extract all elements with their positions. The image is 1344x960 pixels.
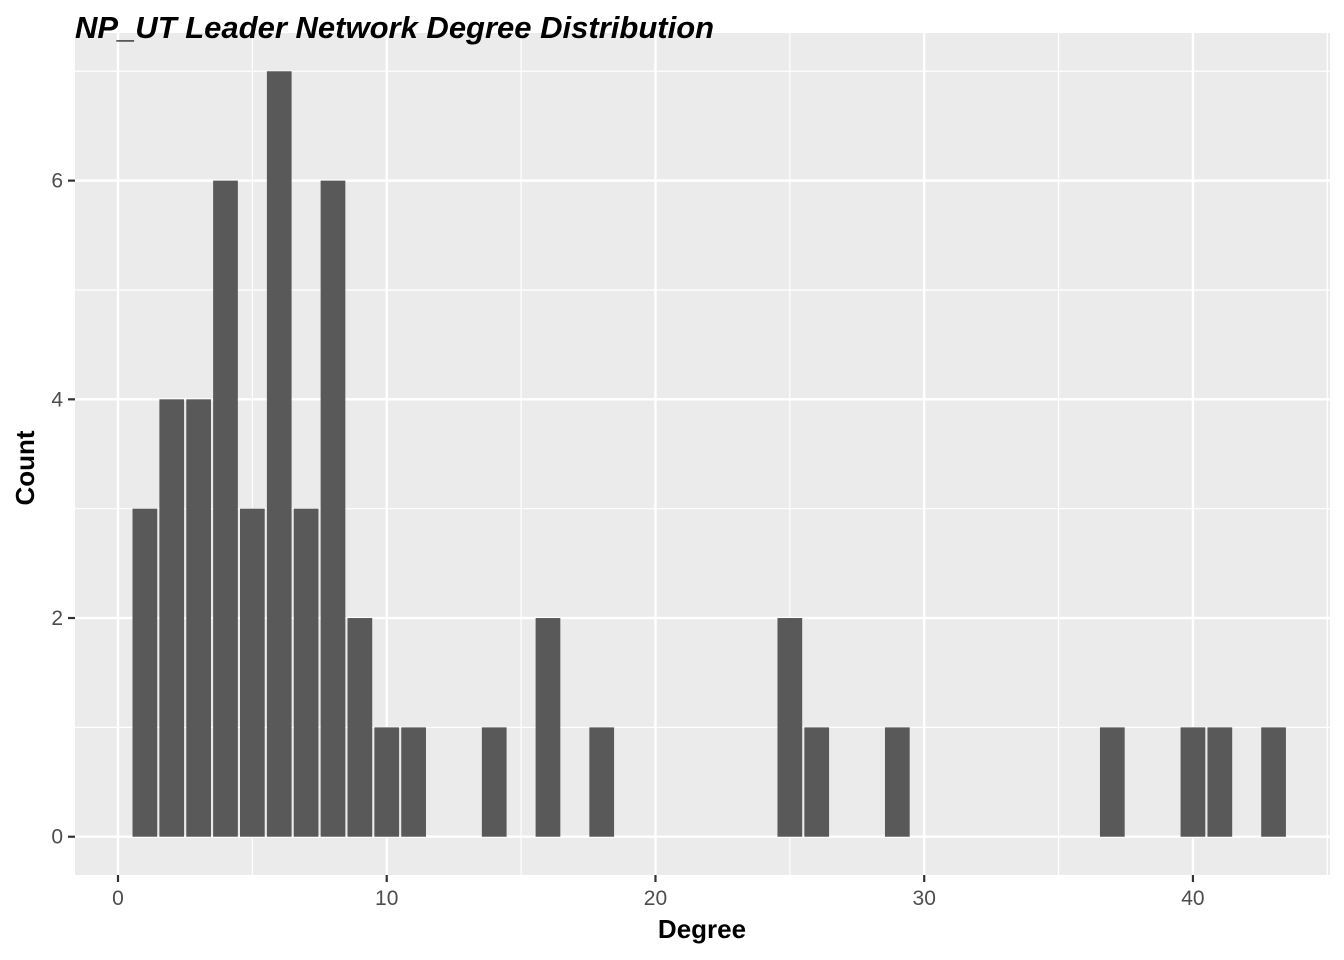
x-axis-title: Degree (658, 914, 746, 944)
bar (293, 508, 319, 837)
bar (884, 727, 910, 837)
y-axis-ticks: 0 2 4 6 (51, 170, 75, 849)
bar (266, 71, 292, 837)
x-axis-ticks: 0 10 20 30 40 (112, 875, 1205, 910)
y-tick-label: 2 (51, 607, 63, 630)
histogram-bars (132, 71, 1286, 837)
bar (1207, 727, 1233, 837)
bar (186, 399, 211, 837)
bar (347, 618, 373, 837)
x-tick-label: 20 (644, 887, 667, 910)
bar (401, 727, 426, 837)
bar (1180, 727, 1206, 837)
bar (481, 727, 507, 837)
y-tick-label: 6 (51, 170, 63, 193)
x-tick-label: 40 (1181, 887, 1204, 910)
bar (589, 727, 615, 837)
y-tick-label: 0 (51, 826, 63, 849)
bar (213, 180, 238, 837)
bar (804, 727, 830, 837)
bar (240, 508, 265, 837)
chart-title: NP_UT Leader Network Degree Distribution (75, 10, 714, 45)
bar (1099, 727, 1125, 837)
x-tick-label: 0 (112, 887, 124, 910)
bar (132, 508, 158, 837)
x-tick-label: 30 (913, 887, 936, 910)
bar (535, 618, 561, 837)
bar (1261, 727, 1286, 837)
y-tick-label: 4 (51, 388, 63, 411)
bar (320, 180, 346, 837)
bar (777, 618, 803, 837)
bar (159, 399, 185, 837)
y-axis-title: Count (10, 430, 40, 505)
bar (374, 727, 400, 837)
x-tick-label: 10 (375, 887, 398, 910)
